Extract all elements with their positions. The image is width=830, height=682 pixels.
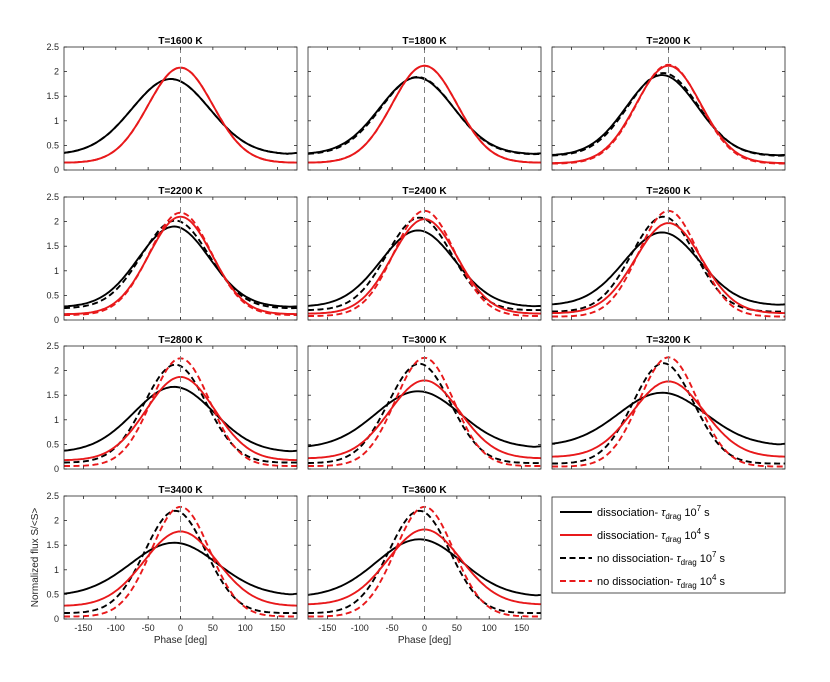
subplot-title: T=2400 K [402,186,447,197]
subplot-title: T=3200 K [646,335,691,346]
axes-frame [63,345,298,470]
series-line-diss7 [552,231,785,306]
subplot-title: T=3000 K [402,335,447,346]
series-line-nodiss4 [308,209,541,318]
y-tick-label: 0 [54,315,59,325]
axes-frame [551,46,786,171]
subplot-grid: T=1600 K 0 0.5 1 1.5 2 2.5 T=1800 K T=2000 K T=22… [46,36,786,633]
x-tick-label: 150 [270,623,285,633]
legend-label-diss7: dissociation- τdrag 107 s [597,504,710,521]
y-tick-label: 2 [54,67,59,77]
subplot-title: T=2600 K [646,186,691,197]
series-line-nodiss7 [552,72,785,157]
x-tick-label: 100 [482,623,497,633]
series-line-nodiss4 [64,66,297,164]
y-tick-label: 1 [54,266,59,276]
y-tick-label: 0 [54,614,59,624]
x-tick-label: 0 [178,623,183,633]
axes-frame [307,46,542,171]
subplot: T=2000 K [551,36,786,171]
series-line-nodiss7 [308,509,541,615]
series-line-diss4 [64,215,297,316]
subplot-title: T=2000 K [646,36,691,47]
x-tick-label: 100 [238,623,253,633]
subplot: T=2200 K 0 0.5 1 1.5 2 2.5 [46,186,298,325]
axes-frame [307,345,542,470]
series-line-nodiss7 [308,362,541,465]
subplot-title: T=3600 K [402,485,447,496]
y-tick-label: 1 [54,415,59,425]
y-tick-label: 2 [54,516,59,526]
series-group [552,63,785,165]
subplot-title: T=1600 K [158,36,203,47]
x-tick-label: 50 [452,623,462,633]
x-axis-label: Phase [deg] [154,635,208,646]
x-tick-label: 150 [514,623,529,633]
y-tick-label: 2 [54,366,59,376]
series-line-nodiss7 [552,362,785,465]
axes-frame [63,495,298,620]
y-tick-label: 0.5 [46,589,59,599]
series-line-nodiss7 [308,216,541,312]
y-tick-label: 0 [54,165,59,175]
y-tick-label: 1.5 [46,390,59,400]
axes-frame [63,46,298,171]
subplot: T=3600 K -150 -100 -50 0 50 100 150 [307,485,542,633]
subplot: T=2600 K [551,186,786,321]
subplot-title: T=1800 K [402,36,447,47]
subplot: T=3400 K -150 -100 -50 0 50 100 150 0 0.5 1 1.5 2 2.5 [46,485,298,633]
subplot-title: T=2800 K [158,335,203,346]
y-tick-label: 2.5 [46,192,59,202]
y-tick-label: 2.5 [46,42,59,52]
axes-frame [307,495,542,620]
x-tick-label: -100 [351,623,369,633]
x-tick-label: -150 [74,623,92,633]
legend-label-nodiss4: no dissociation- τdrag 104 s [597,573,725,590]
y-tick-label: 0 [54,464,59,474]
y-tick-label: 0.5 [46,290,59,300]
y-tick-label: 0.5 [46,140,59,150]
series-line-nodiss4 [552,63,785,165]
y-tick-label: 1.5 [46,540,59,550]
series-line-diss7 [552,391,785,446]
subplot: T=1600 K 0 0.5 1 1.5 2 2.5 [46,36,298,175]
legend-label-diss4: dissociation- τdrag 104 s [597,527,710,544]
y-tick-label: 1 [54,116,59,126]
y-tick-label: 0.5 [46,439,59,449]
axes-frame [551,196,786,321]
legend: dissociation- τdrag 107 s dissociation- τ… [551,496,786,594]
y-tick-label: 2 [54,217,59,227]
y-tick-label: 2.5 [46,491,59,501]
axes-frame [551,345,786,470]
subplot-title: T=3400 K [158,485,203,496]
x-tick-label: 0 [422,623,427,633]
series-line-nodiss4 [308,64,541,164]
subplot: T=2800 K 0 0.5 1 1.5 2 2.5 [46,335,298,474]
series-line-diss7 [64,541,297,596]
series-line-nodiss4 [64,211,297,317]
y-tick-label: 2.5 [46,341,59,351]
series-line-diss4 [552,222,785,315]
subplot: T=3200 K [551,335,786,470]
x-axis-label: Phase [deg] [398,635,452,646]
x-tick-label: -100 [107,623,125,633]
y-axis-label: Normalized flux S/<S> [30,508,41,608]
y-tick-label: 1 [54,565,59,575]
axes-frame [307,196,542,321]
legend-label-nodiss7: no dissociation- τdrag 107 s [597,550,725,567]
subplot: T=2400 K [307,186,542,321]
x-tick-label: -50 [386,623,399,633]
y-tick-label: 1.5 [46,241,59,251]
subplot: T=1800 K [307,36,542,171]
x-tick-label: 50 [208,623,218,633]
series-line-nodiss7 [64,509,297,615]
subplot: T=3000 K [307,335,542,470]
axes-frame [63,196,298,321]
subplot-title: T=2200 K [158,186,203,197]
y-tick-label: 1.5 [46,91,59,101]
x-tick-label: -150 [318,623,336,633]
x-tick-label: -50 [142,623,155,633]
